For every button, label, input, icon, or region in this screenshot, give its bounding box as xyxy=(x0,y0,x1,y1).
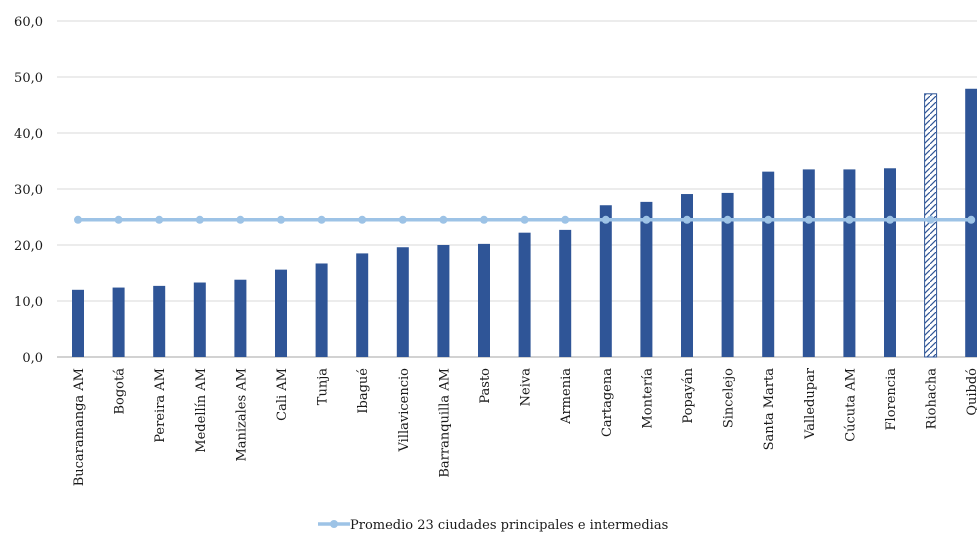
bar xyxy=(153,285,166,357)
y-tick-label: 50,0 xyxy=(14,71,43,86)
y-tick-label: 10,0 xyxy=(14,295,43,310)
average-line-point xyxy=(764,215,773,224)
average-line-point xyxy=(317,215,326,224)
x-tick-label: Ibagué xyxy=(356,368,371,414)
gridlines xyxy=(57,20,977,358)
x-tick-label: Neiva xyxy=(519,368,534,407)
legend: Promedio 23 ciudades principales e inter… xyxy=(318,518,668,533)
average-line-point xyxy=(195,215,204,224)
x-tick-label: Barranquilla AM xyxy=(437,368,452,478)
y-tick-label: 60,0 xyxy=(14,15,43,30)
bar xyxy=(721,192,734,357)
y-axis: 0,0 10,0 20,0 30,0 40,0 50,0 60,0 xyxy=(14,15,43,366)
bar xyxy=(518,232,531,357)
x-tick-label: Riohacha xyxy=(925,368,940,430)
average-line-point xyxy=(114,215,123,224)
y-tick-label: 0,0 xyxy=(22,351,43,366)
x-tick-label: Medellín AM xyxy=(194,368,209,453)
average-line-point xyxy=(561,215,570,224)
x-tick-label: Cartagena xyxy=(600,368,615,437)
x-tick-label: Manizales AM xyxy=(234,368,249,462)
bar xyxy=(478,243,490,357)
average-line-point xyxy=(155,215,164,224)
x-tick-label: Bogotá xyxy=(113,368,128,415)
x-tick-label: Tunja xyxy=(316,368,331,405)
bar-highlighted xyxy=(924,93,938,358)
average-line-point xyxy=(967,215,976,224)
x-tick-label: Armenia xyxy=(559,368,574,425)
x-tick-label: Florencia xyxy=(884,368,899,431)
average-line-point xyxy=(277,215,285,224)
bar xyxy=(72,289,84,357)
average-line-point xyxy=(480,215,488,224)
legend-dot-marker xyxy=(330,520,338,528)
average-line-point xyxy=(74,215,82,224)
average-line-series xyxy=(74,215,976,224)
bar xyxy=(112,287,125,357)
bar xyxy=(437,245,450,357)
average-line-point xyxy=(642,215,651,224)
bar xyxy=(356,253,369,357)
bar xyxy=(193,282,206,357)
bar xyxy=(884,168,896,357)
x-tick-label: Santa Marta xyxy=(762,368,777,451)
x-tick-label: Villavicencio xyxy=(397,368,412,453)
average-line-point xyxy=(358,215,367,224)
bar xyxy=(315,263,328,357)
average-line-point xyxy=(398,215,407,224)
average-line-point xyxy=(683,215,691,224)
x-tick-label: Popayán xyxy=(681,367,696,423)
bar xyxy=(275,269,287,357)
legend-label: Promedio 23 ciudades principales e inter… xyxy=(350,518,668,533)
bar xyxy=(640,201,653,357)
average-line-point xyxy=(723,215,732,224)
average-line-point xyxy=(520,215,529,224)
x-tick-label: Quibdó xyxy=(965,368,977,416)
average-line-point xyxy=(439,215,448,224)
average-line-point xyxy=(601,215,610,224)
x-tick-label: Pasto xyxy=(478,368,493,404)
x-tick-label: Cali AM xyxy=(275,368,290,421)
y-tick-label: 20,0 xyxy=(14,239,43,254)
x-tick-label: Sincelejo xyxy=(722,368,737,428)
y-tick-label: 40,0 xyxy=(14,127,43,142)
bar xyxy=(802,169,815,357)
average-line-point xyxy=(926,215,935,224)
x-tick-label: Bucaramanga AM xyxy=(72,368,87,486)
bar xyxy=(843,169,856,357)
bar xyxy=(559,229,572,357)
x-axis-labels: Bucaramanga AM Bogotá Pereira AM Medellín A… xyxy=(72,367,977,486)
bar xyxy=(599,205,612,357)
average-line-point xyxy=(236,215,245,224)
x-tick-label: Montería xyxy=(640,368,655,429)
x-tick-label: Cúcuta AM xyxy=(843,368,858,442)
y-tick-label: 30,0 xyxy=(14,183,43,198)
bar xyxy=(396,247,409,357)
x-tick-label: Valledupar xyxy=(803,367,818,440)
average-line-point xyxy=(845,215,854,224)
bar xyxy=(681,194,693,357)
average-line-point xyxy=(804,215,813,224)
bar xyxy=(234,279,247,357)
bar xyxy=(762,171,775,357)
x-tick-label: Pereira AM xyxy=(153,368,168,443)
average-line-point xyxy=(886,215,894,224)
